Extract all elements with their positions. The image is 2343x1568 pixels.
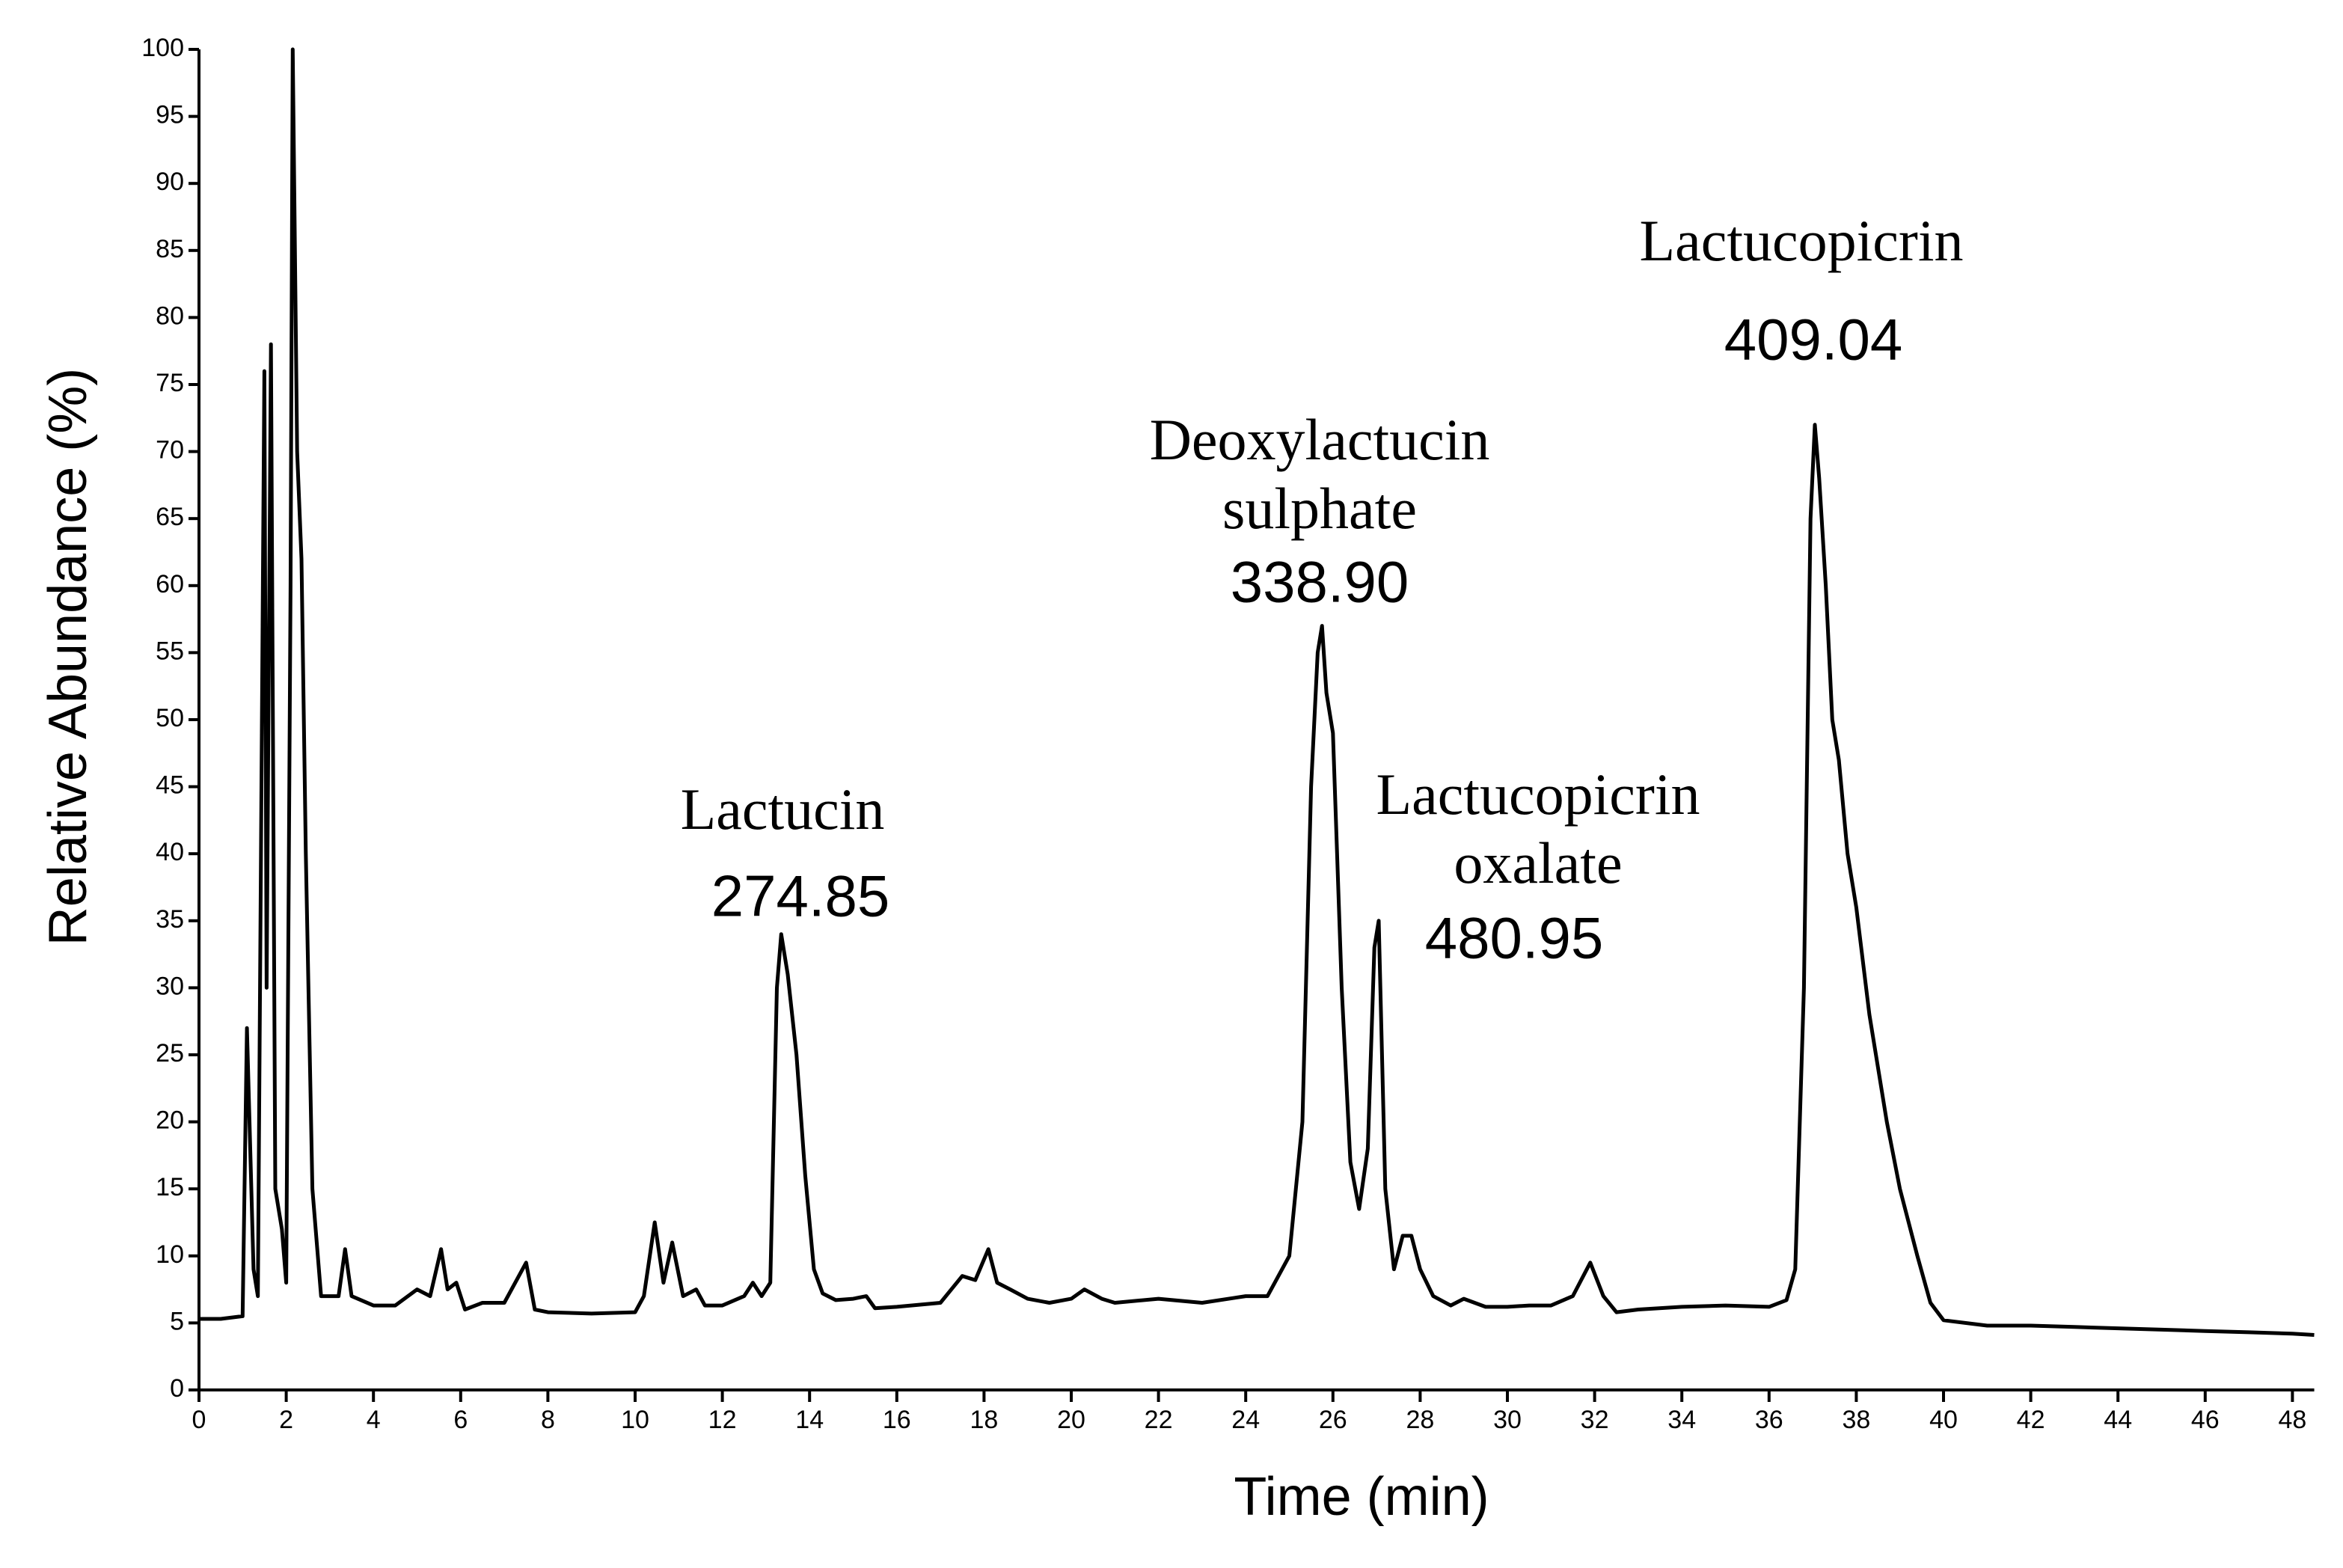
x-tick-label: 12 — [708, 1406, 737, 1434]
x-axis-title: Time (min) — [1234, 1467, 1489, 1527]
y-tick-label: 65 — [156, 503, 184, 531]
x-tick-label: 0 — [192, 1406, 206, 1434]
x-tick-label: 42 — [2017, 1406, 2045, 1434]
x-tick-label: 8 — [541, 1406, 555, 1434]
annotation-name: Deoxylactucin — [1150, 407, 1490, 472]
y-tick-label: 80 — [156, 301, 184, 330]
y-tick-label: 10 — [156, 1240, 184, 1269]
x-tick-label: 36 — [1755, 1406, 1783, 1434]
y-tick-label: 40 — [156, 838, 184, 866]
annotation-mass: 338.90 — [1231, 549, 1409, 615]
annotation-mass: 274.85 — [711, 863, 890, 929]
x-tick-label: 34 — [1667, 1406, 1696, 1434]
x-tick-label: 32 — [1581, 1406, 1609, 1434]
x-tick-label: 28 — [1406, 1406, 1434, 1434]
x-tick-label: 18 — [970, 1406, 998, 1434]
annotation-name: Lactucin — [681, 777, 885, 842]
y-tick-label: 55 — [156, 637, 184, 665]
x-tick-label: 44 — [2104, 1406, 2132, 1434]
y-tick-label: 85 — [156, 235, 184, 263]
annotation-name: Lactucopicrin — [1376, 762, 1700, 827]
y-tick-label: 50 — [156, 704, 184, 732]
y-tick-label: 25 — [156, 1039, 184, 1068]
y-tick-label: 70 — [156, 436, 184, 465]
trace — [199, 47, 2315, 1337]
x-tick-label: 22 — [1145, 1406, 1173, 1434]
y-tick-label: 15 — [156, 1173, 184, 1201]
x-tick-label: 40 — [1929, 1406, 1958, 1434]
y-tick-label: 0 — [170, 1374, 184, 1403]
annotation-name: sulphate — [1222, 476, 1417, 541]
x-tick-label: 24 — [1231, 1406, 1260, 1434]
annotation-mass: 409.04 — [1724, 307, 1903, 373]
x-tick-label: 16 — [883, 1406, 911, 1434]
x-tick-label: 2 — [279, 1406, 293, 1434]
y-tick-label: 5 — [170, 1307, 184, 1335]
annotation-mass: 480.95 — [1425, 905, 1604, 971]
x-tick-label: 26 — [1319, 1406, 1347, 1434]
x-tick-label: 48 — [2278, 1406, 2306, 1434]
y-tick-label: 35 — [156, 905, 184, 934]
x-tick-label: 4 — [367, 1406, 381, 1434]
x-tick-label: 38 — [1842, 1406, 1870, 1434]
annotation-name: Lactucopicrin — [1639, 208, 1963, 273]
x-tick-label: 46 — [2191, 1406, 2220, 1434]
y-tick-label: 45 — [156, 771, 184, 800]
x-tick-label: 6 — [453, 1406, 468, 1434]
x-tick-label: 30 — [1493, 1406, 1522, 1434]
x-tick-label: 14 — [795, 1406, 824, 1434]
y-tick-label: 100 — [141, 34, 184, 62]
y-tick-label: 60 — [156, 570, 184, 598]
x-tick-label: 20 — [1057, 1406, 1085, 1434]
y-tick-label: 75 — [156, 369, 184, 397]
y-tick-label: 30 — [156, 972, 184, 1000]
y-tick-label: 90 — [156, 168, 184, 196]
y-axis-title: Relative Abundance (%) — [38, 368, 98, 946]
x-tick-label: 10 — [621, 1406, 649, 1434]
y-tick-label: 95 — [156, 101, 184, 129]
annotation-name: oxalate — [1454, 830, 1622, 895]
y-tick-label: 20 — [156, 1106, 184, 1135]
